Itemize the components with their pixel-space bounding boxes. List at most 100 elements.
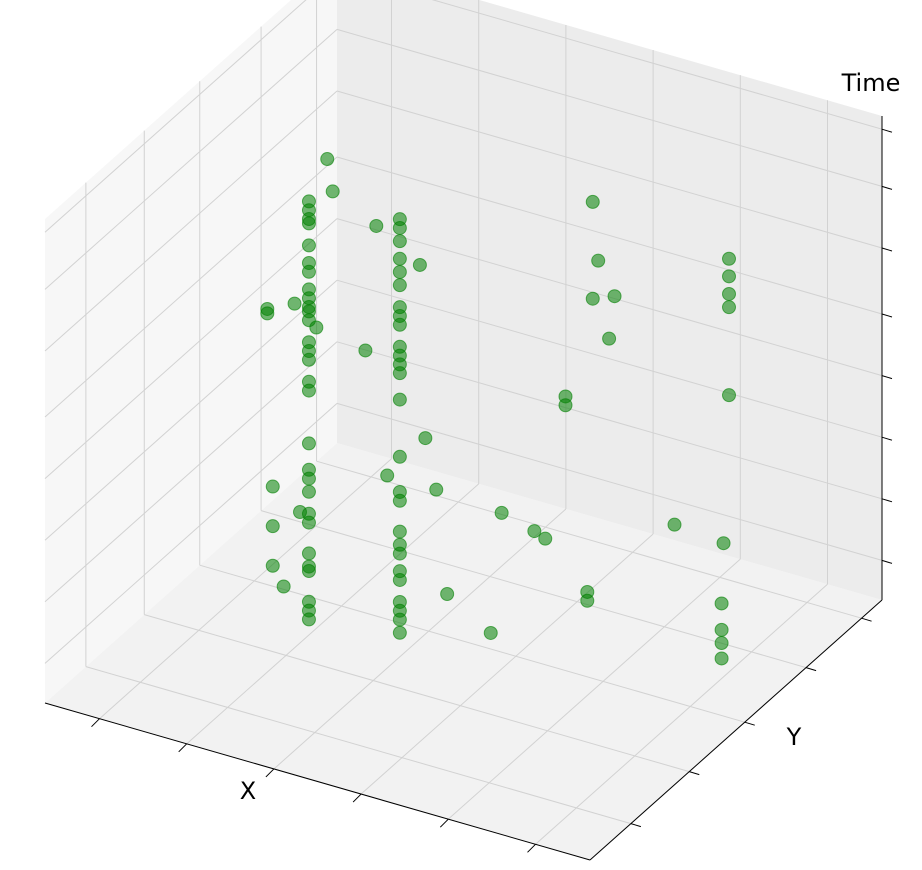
point: [714, 651, 729, 666]
point: [301, 238, 316, 253]
point: [392, 234, 407, 249]
grid-line: [336, 156, 883, 315]
point: [538, 531, 553, 546]
point: [392, 524, 407, 539]
point: [580, 593, 595, 608]
point: [358, 343, 373, 358]
x-tick: [265, 768, 275, 778]
z-tick: [881, 436, 893, 441]
point: [301, 216, 316, 231]
panes: [45, 0, 882, 860]
point: [602, 331, 617, 346]
point: [722, 300, 736, 315]
point: [714, 596, 729, 611]
point: [260, 306, 275, 321]
point: [301, 352, 316, 367]
point: [301, 436, 316, 451]
point: [392, 366, 407, 381]
x-axis-label: X: [240, 777, 256, 805]
z-tick: [881, 128, 893, 133]
point: [325, 184, 340, 199]
grid-line: [99, 458, 392, 720]
point: [392, 251, 407, 266]
x-tick: [439, 818, 449, 828]
point: [265, 479, 280, 494]
grid-line: [44, 90, 338, 352]
point: [320, 152, 335, 167]
point: [301, 612, 316, 627]
point: [301, 515, 316, 530]
point: [558, 398, 573, 413]
point: [722, 269, 736, 284]
y-axis-label: Y: [786, 723, 802, 751]
point: [392, 220, 407, 235]
point: [265, 558, 280, 573]
x-tick: [352, 793, 362, 803]
point: [714, 636, 729, 651]
grid-line: [44, 0, 307, 233]
point: [429, 482, 444, 497]
point: [440, 586, 455, 601]
grid-line: [336, 341, 883, 500]
point: [412, 257, 427, 272]
point: [301, 484, 316, 499]
grid-line: [144, 614, 690, 773]
point: [392, 546, 407, 561]
grid-line: [273, 508, 567, 770]
grid-line: [336, 279, 883, 438]
point: [392, 392, 407, 407]
grid-line: [447, 558, 741, 820]
point: [369, 218, 384, 233]
point: [301, 264, 316, 279]
point: [265, 519, 280, 534]
x-tick: [178, 743, 188, 753]
point: [380, 468, 395, 483]
floor-pane: [45, 443, 882, 860]
point: [309, 320, 324, 335]
grid-line: [44, 156, 338, 418]
grid-line: [431, 0, 883, 130]
z-tick: [881, 185, 893, 190]
grid-line: [44, 279, 338, 541]
point: [716, 536, 731, 551]
grid-line: [44, 218, 338, 479]
point: [722, 388, 736, 403]
grid-line: [186, 483, 480, 745]
point: [722, 251, 736, 266]
point: [392, 317, 407, 332]
y-tick: [805, 667, 817, 672]
point: [494, 505, 509, 520]
point: [276, 579, 291, 594]
point: [301, 546, 316, 561]
point: [301, 471, 316, 486]
point: [392, 572, 407, 587]
point: [722, 286, 736, 301]
grid-line: [336, 402, 883, 561]
point: [585, 194, 600, 209]
x-axis-line: [44, 702, 591, 861]
grid-line: [316, 460, 862, 619]
grid-line: [44, 29, 338, 290]
y-tick: [689, 771, 700, 776]
z-tick: [881, 247, 893, 252]
grid-line: [85, 666, 632, 825]
point: [527, 524, 542, 539]
point: [418, 431, 433, 446]
grid-line: [44, 341, 338, 603]
point: [392, 449, 407, 464]
z-tick: [881, 313, 893, 318]
x-tick: [91, 718, 100, 728]
point: [483, 625, 498, 640]
point: [392, 625, 407, 640]
z-axis-label: Time: [841, 69, 901, 97]
z-tick: [881, 375, 893, 380]
grid-line: [535, 583, 828, 845]
y-axis-line: [589, 599, 883, 861]
grid-line: [199, 564, 745, 723]
y-tick: [630, 823, 642, 828]
point: [591, 253, 606, 268]
point: [301, 563, 316, 578]
point: [287, 296, 302, 311]
grid-line: [336, 90, 883, 249]
y-tick: [744, 721, 755, 726]
